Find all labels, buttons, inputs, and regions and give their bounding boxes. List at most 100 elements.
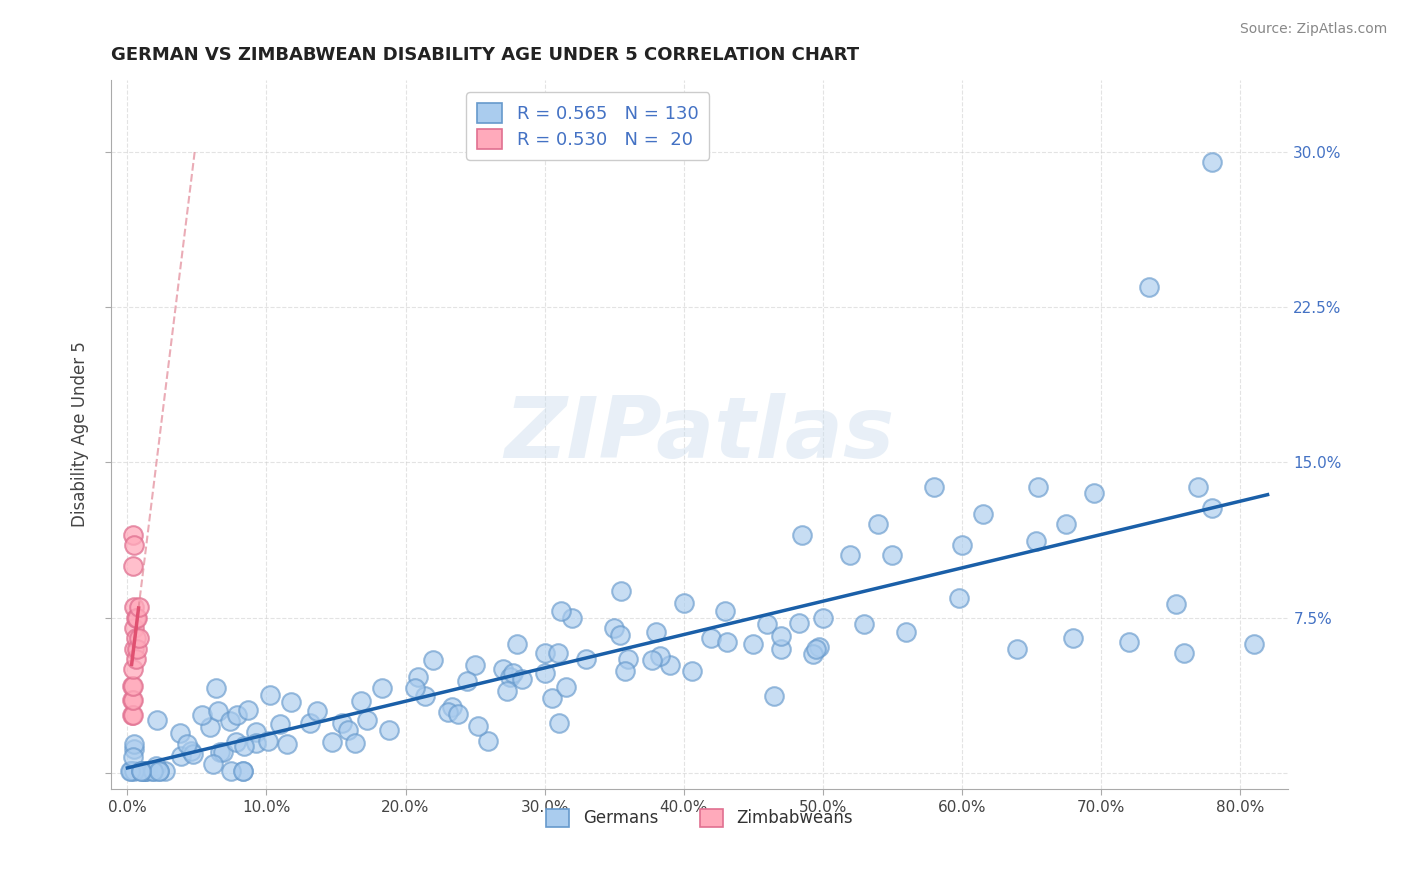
- Point: [811, 610, 834, 624]
- Point: [804, 641, 827, 656]
- Point: [134, 764, 156, 778]
- Point: [180, 744, 202, 758]
- Point: [441, 700, 464, 714]
- Point: [122, 528, 145, 542]
- Point: [122, 679, 145, 693]
- Point: [714, 604, 737, 618]
- Point: [125, 610, 148, 624]
- Point: [245, 736, 267, 750]
- Point: [127, 641, 149, 656]
- Point: [762, 690, 785, 704]
- Point: [128, 600, 150, 615]
- Point: [882, 549, 904, 563]
- Point: [770, 629, 793, 643]
- Point: [124, 600, 146, 615]
- Point: [672, 596, 695, 610]
- Point: [169, 749, 191, 764]
- Point: [201, 757, 224, 772]
- Point: [550, 604, 572, 618]
- Point: [839, 549, 862, 563]
- Point: [406, 670, 429, 684]
- Point: [658, 658, 681, 673]
- Point: [716, 635, 738, 649]
- Point: [142, 764, 165, 778]
- Point: [121, 679, 143, 693]
- Point: [422, 653, 444, 667]
- Point: [120, 764, 142, 778]
- Point: [232, 739, 254, 753]
- Point: [447, 706, 470, 721]
- Point: [128, 631, 150, 645]
- Point: [681, 664, 703, 678]
- Point: [377, 723, 399, 737]
- Point: [1243, 637, 1265, 651]
- Point: [894, 625, 917, 640]
- Point: [787, 616, 810, 631]
- Point: [404, 681, 426, 695]
- Point: [1201, 155, 1223, 169]
- Point: [1164, 598, 1187, 612]
- Point: [1025, 534, 1047, 549]
- Point: [972, 507, 994, 521]
- Point: [700, 631, 723, 645]
- Point: [169, 726, 191, 740]
- Point: [122, 707, 145, 722]
- Point: [124, 538, 146, 552]
- Point: [541, 691, 564, 706]
- Point: [121, 693, 143, 707]
- Point: [121, 707, 143, 722]
- Point: [790, 528, 813, 542]
- Point: [208, 746, 231, 760]
- Point: [148, 764, 170, 778]
- Point: [118, 764, 141, 778]
- Point: [547, 646, 569, 660]
- Point: [305, 704, 328, 718]
- Point: [153, 764, 176, 778]
- Point: [948, 591, 970, 606]
- Point: [280, 695, 302, 709]
- Point: [124, 621, 146, 635]
- Point: [533, 666, 555, 681]
- Point: [238, 703, 260, 717]
- Point: [122, 693, 145, 707]
- Point: [547, 716, 569, 731]
- Point: [496, 684, 519, 698]
- Point: [456, 673, 478, 688]
- Point: [756, 616, 779, 631]
- Point: [769, 641, 792, 656]
- Point: [868, 517, 890, 532]
- Point: [617, 652, 640, 666]
- Point: [245, 725, 267, 739]
- Point: [181, 747, 204, 761]
- Point: [1187, 480, 1209, 494]
- Point: [950, 538, 973, 552]
- Point: [853, 616, 876, 631]
- Point: [492, 662, 515, 676]
- Point: [330, 716, 353, 731]
- Point: [1201, 500, 1223, 515]
- Point: [125, 631, 148, 645]
- Point: [207, 705, 229, 719]
- Point: [808, 640, 831, 655]
- Point: [225, 735, 247, 749]
- Point: [124, 764, 146, 778]
- Point: [257, 733, 280, 747]
- Point: [922, 480, 945, 494]
- Point: [232, 764, 254, 778]
- Legend: Germans, Zimbabweans: Germans, Zimbabweans: [540, 802, 859, 834]
- Point: [742, 637, 765, 651]
- Point: [609, 628, 631, 642]
- Point: [124, 641, 146, 656]
- Point: [129, 764, 152, 778]
- Point: [198, 720, 221, 734]
- Point: [803, 647, 825, 661]
- Point: [644, 625, 666, 640]
- Point: [146, 714, 169, 728]
- Point: [1026, 480, 1049, 494]
- Point: [437, 706, 460, 720]
- Point: [371, 681, 394, 695]
- Point: [533, 646, 555, 660]
- Point: [1054, 517, 1077, 532]
- Point: [603, 621, 626, 635]
- Point: [125, 652, 148, 666]
